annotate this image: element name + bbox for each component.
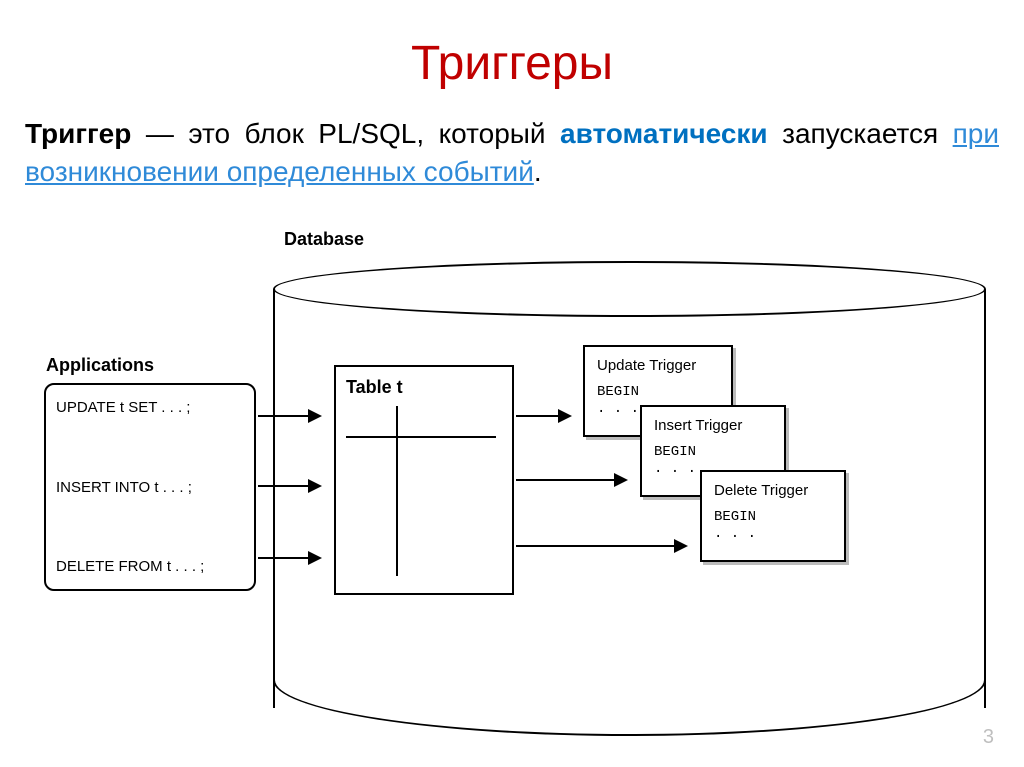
arrow-update-to-table — [258, 415, 320, 417]
def-mid1: — это блок PL/SQL, который — [131, 118, 560, 149]
delete-trigger-title: Delete Trigger — [714, 482, 832, 499]
arrow-table-to-insert-trigger — [516, 479, 626, 481]
table-hline — [346, 436, 496, 438]
delete-trigger-code-begin: BEGIN — [714, 509, 832, 526]
arrow-insert-to-table — [258, 485, 320, 487]
page-title: Триггеры — [0, 0, 1024, 91]
arrow-table-to-update-trigger — [516, 415, 570, 417]
def-accent: автоматически — [560, 118, 768, 149]
app-stmt-delete: DELETE FROM t . . . ; — [56, 558, 244, 575]
arrow-table-to-delete-trigger — [516, 545, 686, 547]
table-inner — [346, 406, 496, 576]
applications-label: Applications — [46, 355, 154, 376]
cylinder-wall-left — [273, 289, 275, 708]
cylinder-wall-right — [984, 289, 986, 708]
table-title: Table t — [346, 377, 502, 398]
applications-box: UPDATE t SET . . . ; INSERT INTO t . . .… — [44, 383, 256, 591]
def-mid2: запускается — [768, 118, 953, 149]
database-label: Database — [284, 229, 364, 250]
diagram-container: Database Applications UPDATE t SET . . .… — [0, 225, 1024, 735]
update-trigger-title: Update Trigger — [597, 357, 719, 374]
table-vline — [396, 406, 398, 576]
update-trigger-code-begin: BEGIN — [597, 384, 719, 401]
term: Триггер — [25, 118, 131, 149]
app-stmt-update: UPDATE t SET . . . ; — [56, 399, 244, 416]
insert-trigger-title: Insert Trigger — [654, 417, 772, 434]
page-number: 3 — [983, 726, 994, 749]
def-end: . — [534, 156, 542, 187]
table-box: Table t — [334, 365, 514, 595]
cylinder-bottom-cap — [273, 680, 986, 736]
app-stmt-insert: INSERT INTO t . . . ; — [56, 479, 244, 496]
delete-trigger-code-dots: . . . — [714, 526, 832, 543]
definition-paragraph: Триггер — это блок PL/SQL, который автом… — [0, 91, 1024, 191]
delete-trigger-box: Delete Trigger BEGIN . . . — [700, 470, 846, 562]
insert-trigger-code-begin: BEGIN — [654, 444, 772, 461]
arrow-delete-to-table — [258, 557, 320, 559]
cylinder-top-cap — [273, 261, 986, 317]
